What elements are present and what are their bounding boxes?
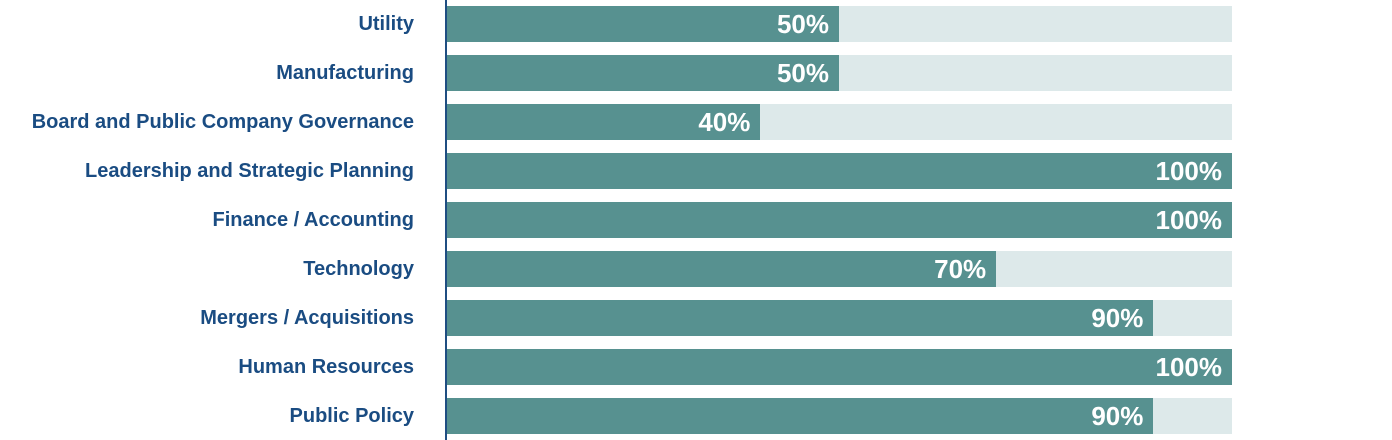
- chart-row: Finance / Accounting 100%: [0, 196, 1392, 245]
- category-label: Public Policy: [289, 404, 414, 427]
- bar-track: 40%: [446, 104, 1232, 141]
- bar-track: 100%: [446, 348, 1232, 385]
- bar-fill: 100%: [446, 153, 1232, 190]
- value-label: 50%: [776, 9, 829, 40]
- y-axis-line: [445, 0, 447, 440]
- bar-track: 50%: [446, 6, 1232, 43]
- category-label: Mergers / Acquisitions: [200, 306, 414, 329]
- bar-fill: 50%: [446, 55, 839, 92]
- category-label: Technology: [303, 257, 414, 280]
- value-label: 70%: [934, 253, 987, 284]
- bar-track: 50%: [446, 55, 1232, 92]
- value-label: 50%: [776, 58, 829, 89]
- value-label: 40%: [698, 107, 751, 138]
- value-label: 100%: [1155, 156, 1223, 187]
- chart-row: Leadership and Strategic Planning 100%: [0, 147, 1392, 196]
- bar-fill: 90%: [446, 299, 1154, 336]
- chart-row: Technology 70%: [0, 244, 1392, 293]
- category-label: Utility: [358, 13, 414, 36]
- bar-track: 100%: [446, 202, 1232, 238]
- bar-track: 70%: [446, 250, 1232, 287]
- bar-track: 90%: [446, 299, 1232, 336]
- chart-row: Manufacturing 50%: [0, 49, 1392, 98]
- chart-row: Human Resources 100%: [0, 342, 1392, 391]
- bar-fill: 100%: [446, 202, 1232, 238]
- bar-fill: 50%: [446, 6, 839, 43]
- chart-row: Mergers / Acquisitions 90%: [0, 293, 1392, 342]
- bar-fill: 90%: [446, 397, 1154, 434]
- chart-row: Utility 50%: [0, 0, 1392, 49]
- category-label: Manufacturing: [276, 62, 414, 85]
- value-label: 90%: [1091, 302, 1144, 333]
- category-label: Finance / Accounting: [212, 209, 415, 231]
- bar-track: 100%: [446, 153, 1232, 190]
- bar-track: 90%: [446, 397, 1232, 434]
- category-label: Leadership and Strategic Planning: [85, 160, 414, 183]
- chart-row: Public Policy 90%: [0, 391, 1392, 440]
- value-label: 100%: [1155, 205, 1223, 235]
- bar-fill: 70%: [446, 250, 997, 287]
- category-label: Board and Public Company Governance: [31, 111, 414, 134]
- value-label: 100%: [1155, 351, 1223, 382]
- bar-fill: 100%: [446, 348, 1232, 385]
- chart-row: Board and Public Company Governance 40%: [0, 98, 1392, 147]
- category-label: Human Resources: [238, 355, 414, 378]
- bar-fill: 40%: [446, 104, 761, 141]
- value-label: 90%: [1091, 400, 1144, 431]
